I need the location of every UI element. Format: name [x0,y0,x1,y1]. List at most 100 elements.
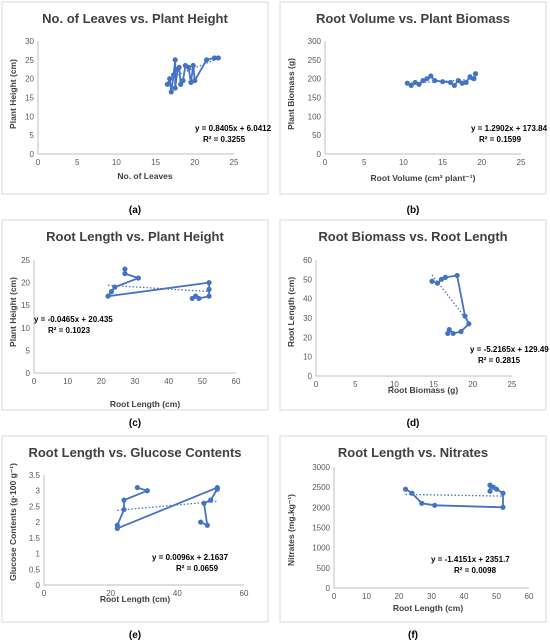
x-tick-label: 10 [63,377,72,386]
data-point [204,522,210,528]
data-point [188,79,194,86]
y-tick-label: 2000 [312,503,330,512]
y-tick-label: 0 [30,150,35,159]
data-point [424,76,430,82]
chart-panel-a: No. of Leaves vs. Plant Height No. of Le… [1,1,272,216]
y-tick-label: 5 [30,131,35,140]
data-point [463,79,469,86]
y-tick-label: 25 [25,56,34,65]
trendline [117,500,218,512]
y-tick-label: 0 [317,150,322,159]
y-tick-label: 10 [303,353,312,362]
data-point [134,484,140,491]
chart-frame [1,219,269,411]
x-axis-label: No. of Leaves [117,171,173,181]
data-point [416,81,422,87]
data-point [185,64,192,70]
data-point [420,77,426,84]
y-tick-label: 20 [21,279,30,288]
data-point [412,79,418,86]
x-axis-label: Root Length (cm) [110,399,181,409]
r-squared-label: R² = 0.0659 [176,564,219,573]
chart-title: Root Biomass vs. Root Length [318,229,507,244]
trendline [167,57,219,80]
data-point [190,62,196,69]
x-tick-label: 25 [508,380,517,389]
y-tick-label: 1000 [312,544,330,553]
x-tick-label: 30 [131,377,140,386]
data-point [440,79,446,85]
data-point [144,488,150,494]
data-point [203,57,210,63]
y-tick-label: 0 [36,581,41,590]
data-point [206,286,212,292]
data-point [454,272,460,279]
chart-panel-c: Root Length vs. Plant Height Root Length… [1,219,269,429]
data-point [180,77,186,84]
data-point [487,488,493,494]
data-point [428,73,434,79]
data-point [206,293,212,299]
y-tick-label: 20 [303,333,312,342]
x-tick-label: 15 [429,380,438,389]
data-point [108,289,115,295]
data-point [198,519,204,525]
data-point [462,313,468,319]
y-axis-label: Glucose Contents (g·100 g⁻¹) [8,463,18,581]
y-tick-label: 0 [326,584,331,593]
data-point [105,293,111,299]
y-tick-label: 2.5 [29,502,41,511]
x-tick-label: 20 [106,589,115,598]
r-squared-label: R² = 0.1023 [48,326,91,335]
trendline [431,274,470,323]
x-tick-label: 0 [323,158,328,167]
trendline-equation: y = -0.0465x + 20.435 [34,315,113,324]
r-squared-label: R² = 0.3255 [203,135,246,144]
y-tick-label: 3.5 [29,471,41,480]
x-tick-label: 0 [32,377,37,386]
data-point [500,504,506,510]
x-axis-label: Root Length (cm) [393,603,464,613]
data-point [178,81,184,87]
y-tick-label: 250 [308,56,322,65]
data-point [167,76,173,82]
plot-area: 0 10 20 30 40 50 60 0 500 1000 1500 2000 2500 3000 [312,463,534,601]
x-axis-label: Root Biomass (g) [388,385,459,395]
data-point [164,81,170,87]
y-tick-label: 50 [303,275,312,284]
panel-label: (c) [129,418,141,429]
data-point [122,266,128,272]
x-tick-label: 20 [395,592,404,601]
data-point [122,270,128,277]
x-tick-label: 25 [517,158,526,167]
data-point [215,55,221,61]
plot-area: 0 5 10 15 20 25 0 5 10 15 20 25 30 [25,37,239,167]
x-tick-label: 10 [362,592,371,601]
y-tick-label: 300 [308,37,322,46]
y-tick-label: 2500 [312,483,330,492]
trendline-equation: y = -5.2165x + 129.49 [470,345,549,354]
plot-area: 0 5 10 15 20 25 0 10 20 30 40 50 60 [303,256,517,389]
data-point [450,330,456,337]
y-tick-label: 1 [36,550,41,559]
data-point [176,64,182,70]
y-tick-label: 5 [26,346,31,355]
y-tick-label: 200 [308,75,322,84]
chart-frame [1,1,269,195]
data-point [445,330,451,337]
plot-area: 0 10 20 30 40 50 60 0 5 10 15 20 25 [21,256,241,386]
data-point [206,280,212,286]
x-tick-label: 10 [112,158,121,167]
y-tick-label: 3 [36,487,41,496]
x-tick-label: 15 [438,158,447,167]
x-tick-label: 5 [75,158,80,167]
data-point [189,295,195,302]
x-tick-label: 0 [42,589,47,598]
chart-panel-b: Root Volume vs. Plant Biomass Root Volum… [279,1,548,216]
y-tick-label: 0 [26,369,31,378]
y-tick-label: 1.5 [29,534,41,543]
chart-title: Root Volume vs. Plant Biomass [316,11,510,26]
chart-frame [279,219,547,411]
x-axis-label: Root Length (cm) [100,594,171,604]
